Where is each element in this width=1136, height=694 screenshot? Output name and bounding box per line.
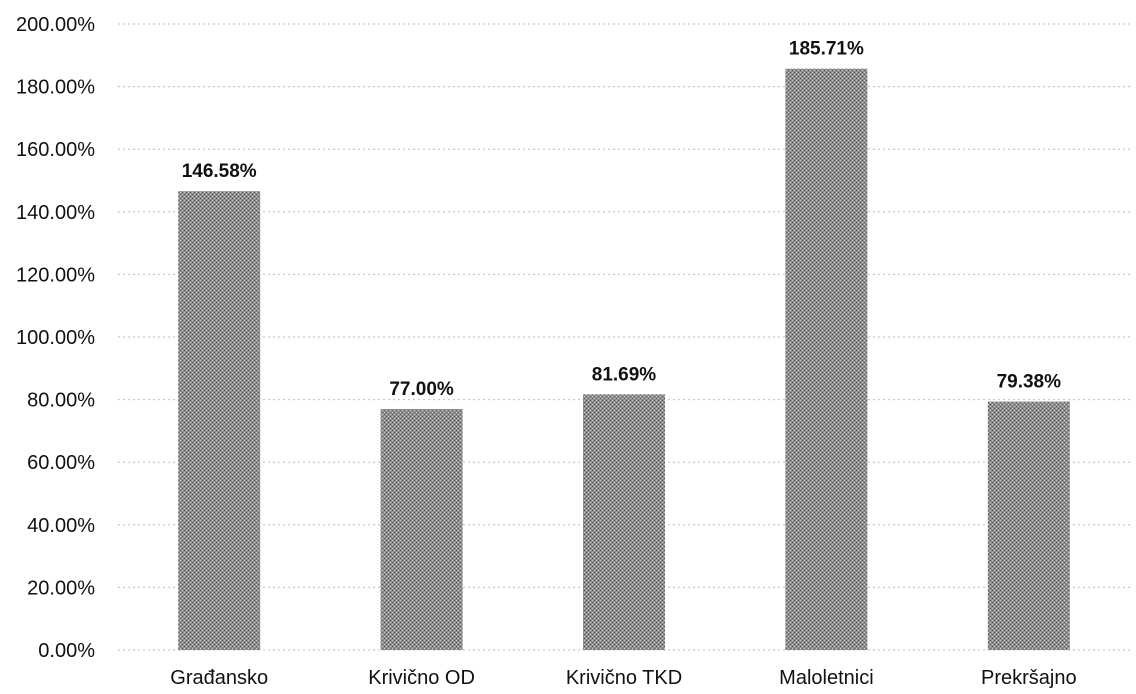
y-tick-label: 20.00%: [27, 577, 95, 599]
x-tick-label: Građansko: [170, 667, 268, 689]
y-tick-label: 140.00%: [16, 202, 95, 224]
y-tick-label: 180.00%: [16, 77, 95, 99]
y-tick-label: 60.00%: [27, 452, 95, 474]
bar-value-label: 185.71%: [789, 39, 864, 60]
bar-value-label: 77.00%: [389, 379, 454, 400]
x-tick-label: Krivično OD: [368, 667, 475, 689]
y-tick-label: 40.00%: [27, 515, 95, 537]
y-axis-ticks: 0.00% 20.00% 40.00% 60.00% 80.00% 100.00% 120.…: [16, 14, 95, 662]
y-tick-label: 0.00%: [38, 640, 95, 662]
bar: [380, 408, 463, 650]
bar: [583, 394, 665, 650]
bar: [785, 68, 868, 650]
bar-value-label: 79.38%: [997, 372, 1062, 393]
y-tick-label: 120.00%: [16, 264, 95, 286]
y-tick-label: 80.00%: [27, 390, 95, 412]
bar: [987, 401, 1070, 650]
x-tick-label: Prekršajno: [981, 667, 1077, 689]
x-tick-label: Krivično TKD: [566, 667, 682, 689]
bar-value-label: 81.69%: [592, 364, 657, 385]
bar: [178, 191, 261, 651]
y-tick-label: 200.00%: [16, 14, 95, 36]
y-tick-label: 160.00%: [16, 139, 95, 161]
x-axis-ticks: Građansko Krivično OD Krivično TKD Maloletn…: [170, 667, 1076, 689]
data-labels: 146.58% 77.00% 81.69% 185.71% 79.38%: [182, 39, 1061, 400]
bars: [178, 68, 1070, 651]
y-tick-label: 100.00%: [16, 327, 95, 349]
bar-value-label: 146.58%: [182, 161, 257, 182]
x-tick-label: Maloletnici: [779, 667, 873, 689]
